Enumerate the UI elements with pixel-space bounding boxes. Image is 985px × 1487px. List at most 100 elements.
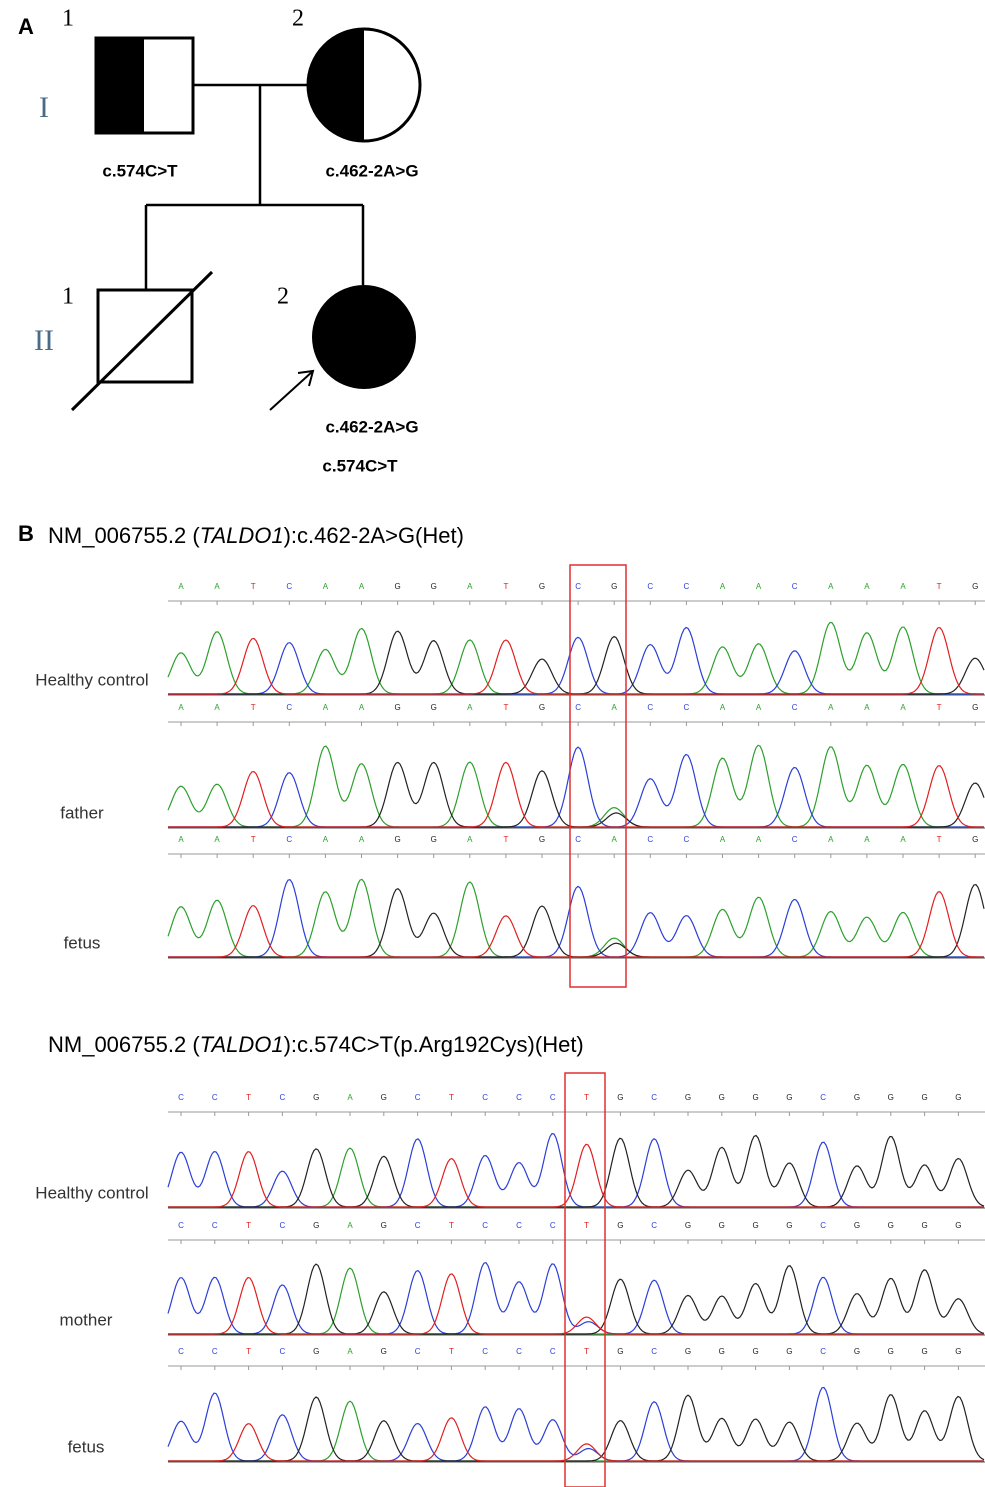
- base-call: C: [575, 835, 581, 844]
- trace: [168, 628, 984, 694]
- base-call: A: [214, 703, 220, 712]
- trace: [168, 1274, 984, 1334]
- base-call: C: [647, 582, 653, 591]
- base-call: T: [584, 1347, 589, 1356]
- base-call: G: [921, 1347, 927, 1356]
- base-call: G: [955, 1221, 961, 1230]
- base-call: C: [212, 1347, 218, 1356]
- base-call: C: [280, 1093, 286, 1102]
- trace: [168, 892, 984, 957]
- base-call: C: [212, 1093, 218, 1102]
- sample-label: mother: [60, 1310, 113, 1329]
- base-call: C: [550, 1221, 556, 1230]
- base-call: C: [516, 1347, 522, 1356]
- base-call: C: [651, 1347, 657, 1356]
- base-call: C: [178, 1093, 184, 1102]
- base-call: C: [820, 1347, 826, 1356]
- mother-symbol: [308, 29, 420, 141]
- base-call: G: [888, 1221, 894, 1230]
- base-call: A: [720, 582, 726, 591]
- generation-label: I: [39, 91, 49, 124]
- base-call: G: [854, 1093, 860, 1102]
- individual-number: 2: [277, 284, 289, 310]
- base-call: A: [178, 703, 184, 712]
- base-call: T: [251, 582, 256, 591]
- base-call: G: [611, 582, 617, 591]
- base-call: C: [415, 1347, 421, 1356]
- trace: [168, 745, 984, 827]
- base-call: T: [937, 835, 942, 844]
- sample-label: father: [60, 803, 104, 822]
- variant-label: c.462-2A>G: [325, 161, 418, 180]
- base-call: C: [212, 1221, 218, 1230]
- base-call: G: [539, 703, 545, 712]
- base-call: G: [617, 1221, 623, 1230]
- base-call: A: [347, 1093, 353, 1102]
- base-call: A: [756, 582, 762, 591]
- trace: [168, 880, 984, 957]
- individual-number: 1: [62, 284, 74, 310]
- proband-arrow: [270, 371, 313, 410]
- base-call: G: [381, 1093, 387, 1102]
- base-call: C: [575, 703, 581, 712]
- generation-label: II: [34, 324, 54, 357]
- section-title: NM_006755.2 (TALDO1):c.574C>T(p.Arg192Cy…: [48, 1032, 584, 1057]
- base-call: C: [575, 582, 581, 591]
- base-call: A: [720, 703, 726, 712]
- base-call: G: [888, 1347, 894, 1356]
- base-call: G: [685, 1347, 691, 1356]
- father-symbol: [96, 38, 193, 133]
- base-call: G: [955, 1347, 961, 1356]
- base-call: A: [359, 703, 365, 712]
- trace: [168, 1388, 984, 1462]
- base-call: C: [647, 703, 653, 712]
- base-call: A: [864, 582, 870, 591]
- base-call: T: [251, 835, 256, 844]
- base-call: G: [394, 835, 400, 844]
- base-call: A: [828, 582, 834, 591]
- base-call: G: [786, 1347, 792, 1356]
- base-call: C: [820, 1093, 826, 1102]
- figure: A I II 1 2 1 2 c.574C>T c.462-2A>G c.462…: [0, 0, 985, 1487]
- base-call: A: [347, 1221, 353, 1230]
- base-call: C: [651, 1221, 657, 1230]
- base-call: A: [612, 835, 618, 844]
- base-call: G: [313, 1093, 319, 1102]
- base-call: C: [651, 1093, 657, 1102]
- base-call: C: [280, 1347, 286, 1356]
- base-call: T: [937, 582, 942, 591]
- trace: [168, 1148, 984, 1207]
- panel-label: A: [18, 14, 34, 39]
- base-call: G: [972, 835, 978, 844]
- base-call: C: [482, 1347, 488, 1356]
- base-call: G: [313, 1347, 319, 1356]
- base-call: G: [786, 1093, 792, 1102]
- base-call: G: [617, 1347, 623, 1356]
- base-call: A: [828, 703, 834, 712]
- base-call: G: [955, 1093, 961, 1102]
- base-call: G: [786, 1221, 792, 1230]
- sample-label: fetus: [64, 933, 101, 952]
- base-call: T: [584, 1093, 589, 1102]
- variant-label: c.574C>T: [102, 161, 178, 180]
- base-call: A: [864, 835, 870, 844]
- base-call: C: [647, 835, 653, 844]
- base-call: G: [719, 1347, 725, 1356]
- sample-label: fetus: [68, 1437, 105, 1456]
- base-call: C: [482, 1221, 488, 1230]
- trace: [168, 628, 984, 695]
- highlight-box: [565, 1073, 605, 1487]
- base-call: G: [617, 1093, 623, 1102]
- base-call: A: [347, 1347, 353, 1356]
- base-call: C: [792, 703, 798, 712]
- base-call: A: [900, 703, 906, 712]
- base-call: G: [431, 835, 437, 844]
- base-call: T: [251, 703, 256, 712]
- base-call: G: [854, 1347, 860, 1356]
- base-call: G: [752, 1093, 758, 1102]
- base-call: A: [756, 835, 762, 844]
- base-call: C: [415, 1221, 421, 1230]
- section-title: NM_006755.2 (TALDO1):c.462-2A>G(Het): [48, 523, 464, 548]
- base-call: C: [178, 1347, 184, 1356]
- base-call: G: [431, 703, 437, 712]
